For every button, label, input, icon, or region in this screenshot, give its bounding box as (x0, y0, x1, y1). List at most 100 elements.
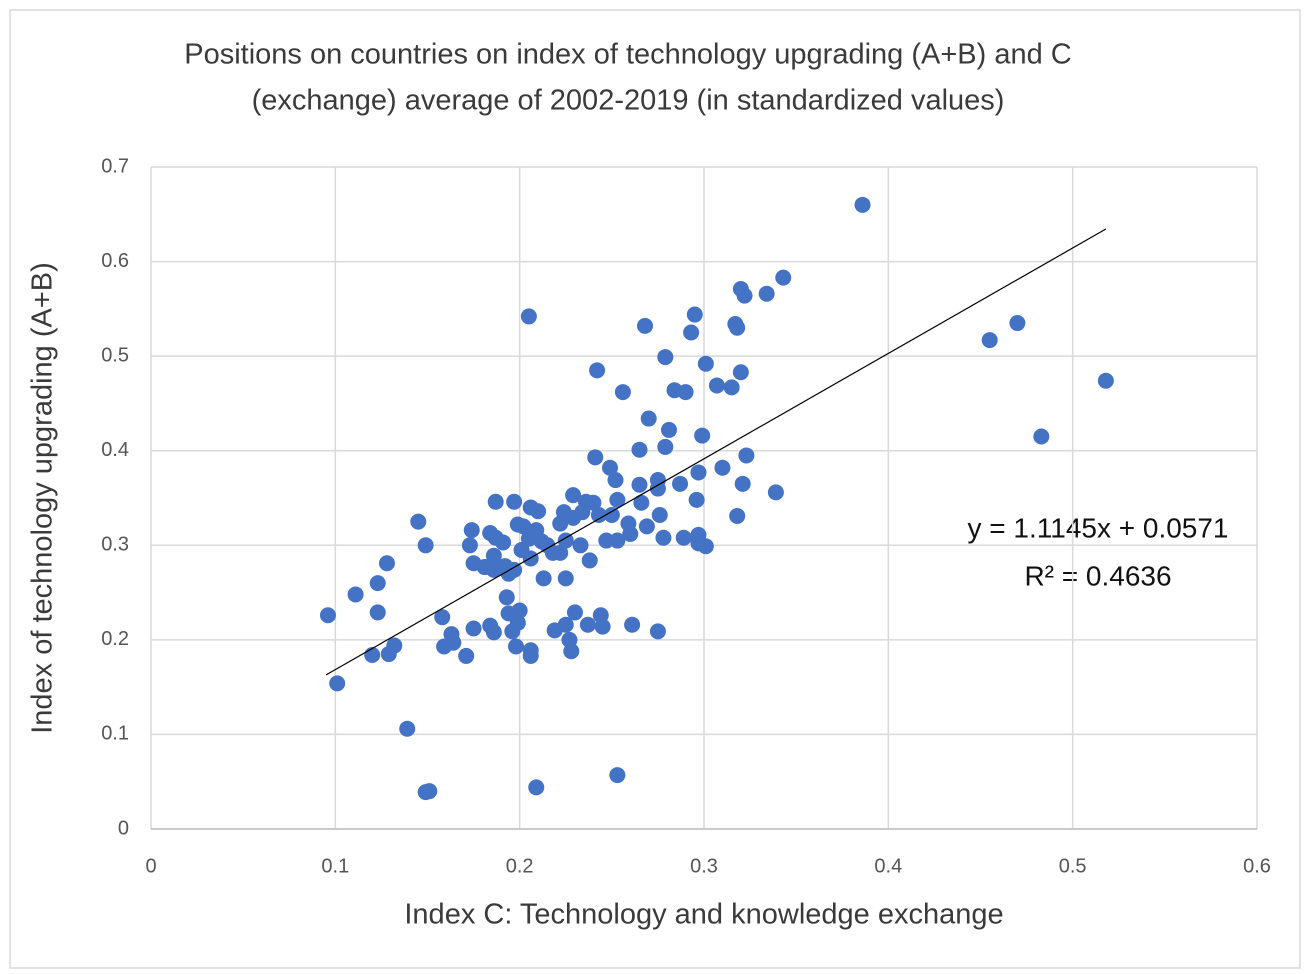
point (498, 589, 515, 606)
point (463, 522, 480, 539)
y-axis-title: Index of technology upgrading (A+B) (27, 262, 59, 734)
x-tick-label: 0.1 (321, 855, 349, 877)
point (386, 637, 403, 654)
chart-title-line: Positions on countries on index of techn… (184, 39, 1071, 71)
point (622, 525, 639, 542)
point (410, 513, 427, 530)
point (688, 491, 705, 508)
point (421, 783, 438, 800)
point (738, 447, 755, 464)
point (579, 616, 596, 633)
x-tick-label: 0.6 (1243, 855, 1271, 877)
point (506, 493, 523, 510)
point (369, 575, 386, 592)
point (651, 507, 668, 524)
point (585, 494, 602, 511)
x-axis-title: Index C: Technology and knowledge exchan… (404, 899, 1003, 931)
point (485, 624, 502, 641)
point (347, 586, 364, 603)
point (672, 475, 689, 492)
point (775, 269, 792, 286)
point (329, 675, 346, 692)
point (660, 421, 677, 438)
point (603, 507, 620, 524)
x-tick-label: 0.2 (506, 855, 534, 877)
point (657, 349, 674, 366)
point (511, 602, 528, 619)
point (528, 779, 545, 796)
chart-title-line: (exchange) average of 2002-2019 (in stan… (252, 85, 1005, 117)
point (378, 555, 395, 572)
point (319, 607, 336, 624)
point (732, 364, 749, 381)
point (609, 532, 626, 549)
point (566, 604, 583, 621)
point (581, 552, 598, 569)
point (614, 384, 631, 401)
point (657, 438, 674, 455)
point (736, 287, 753, 304)
point (631, 441, 648, 458)
point (535, 570, 552, 587)
x-tick-label: 0.5 (1059, 855, 1087, 877)
point (697, 538, 714, 555)
point (1033, 428, 1050, 445)
point (506, 561, 523, 578)
point (563, 643, 580, 660)
point (1009, 315, 1026, 332)
point (854, 196, 871, 213)
point (557, 570, 574, 587)
point (530, 503, 547, 520)
point (714, 459, 731, 476)
point (509, 614, 526, 631)
point (461, 537, 478, 554)
point (690, 526, 707, 543)
y-tick-label: 0.6 (101, 250, 129, 272)
point (1097, 372, 1114, 389)
point (572, 537, 589, 554)
point (694, 427, 711, 444)
point (690, 464, 707, 481)
point (565, 487, 582, 504)
point (708, 377, 725, 394)
point (640, 410, 657, 427)
point (727, 315, 744, 332)
trendline (325, 228, 1107, 676)
point (507, 638, 524, 655)
y-tick-label: 0.1 (101, 723, 129, 745)
point (520, 308, 537, 325)
point (729, 507, 746, 524)
point (638, 518, 655, 535)
point (364, 646, 381, 663)
point (598, 532, 615, 549)
point (445, 634, 462, 651)
point (557, 616, 574, 633)
point (767, 484, 784, 501)
y-tick-label: 0.4 (101, 439, 129, 461)
point (589, 362, 606, 379)
point (697, 355, 714, 372)
x-tick-label: 0 (145, 855, 156, 877)
y-tick-label: 0.5 (101, 344, 129, 366)
point (607, 472, 624, 489)
y-tick-label: 0.7 (101, 155, 129, 177)
x-tick-label: 0.3 (690, 855, 718, 877)
y-tick-label: 0 (118, 817, 129, 839)
point (649, 623, 666, 640)
point (723, 379, 740, 396)
point (522, 647, 539, 664)
point (686, 306, 703, 323)
point (624, 616, 641, 633)
point (683, 324, 700, 341)
point (399, 720, 416, 737)
point (594, 618, 611, 635)
y-tick-label: 0.2 (101, 628, 129, 650)
point (981, 332, 998, 349)
point (649, 480, 666, 497)
point (369, 604, 386, 621)
point (434, 609, 451, 626)
point (557, 532, 574, 549)
point (487, 493, 504, 510)
